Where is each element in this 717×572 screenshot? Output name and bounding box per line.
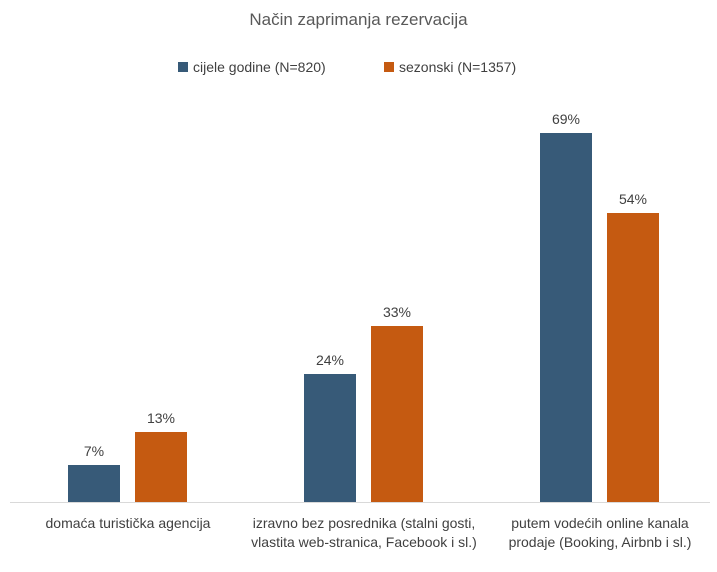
legend-item: sezonski (N=1357) bbox=[384, 59, 516, 75]
data-label: 33% bbox=[382, 303, 412, 320]
bar bbox=[540, 133, 592, 502]
axis-line bbox=[10, 502, 710, 503]
x-tick-label: domaća turistička agencija bbox=[45, 515, 211, 531]
bar bbox=[304, 373, 356, 502]
legend-item: cijele godine (N=820) bbox=[178, 59, 326, 75]
data-label: 69% bbox=[551, 111, 581, 127]
legend-swatch bbox=[384, 62, 394, 72]
bar bbox=[607, 213, 659, 502]
chart-title: Način zaprimanja rezervacija bbox=[249, 10, 468, 29]
data-label: 13% bbox=[146, 410, 176, 427]
bar bbox=[371, 325, 423, 502]
bar bbox=[135, 432, 187, 502]
legend-swatch bbox=[178, 62, 188, 72]
legend-label: cijele godine (N=820) bbox=[193, 59, 326, 75]
x-tick-label: izravno bez posrednika (stalni gosti, vl… bbox=[251, 515, 477, 550]
x-tick-label: putem vodećih online kanala prodaje (Boo… bbox=[508, 515, 692, 550]
bar bbox=[68, 464, 120, 502]
data-label: 24% bbox=[315, 351, 345, 368]
legend-label: sezonski (N=1357) bbox=[399, 59, 517, 75]
data-label: 54% bbox=[618, 191, 648, 208]
data-label: 7% bbox=[83, 442, 105, 459]
